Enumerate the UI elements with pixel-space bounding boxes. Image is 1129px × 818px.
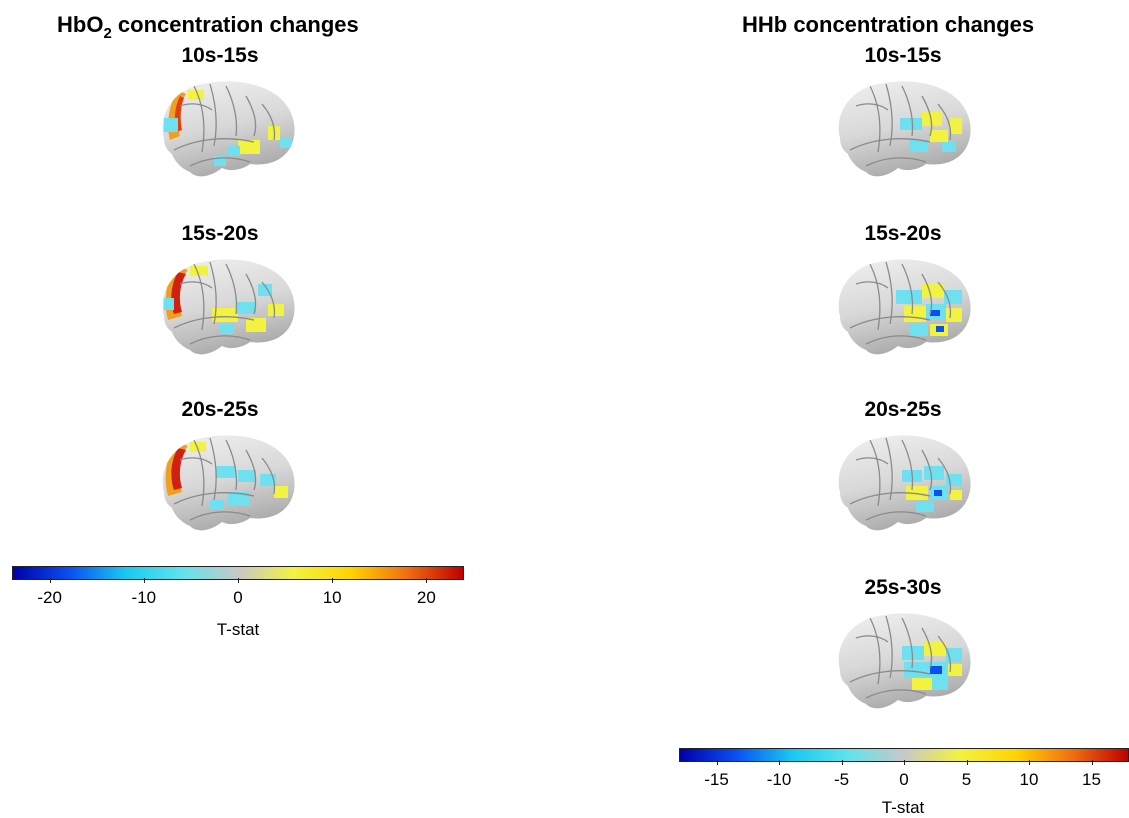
right-panel-label-2: 15s-20s — [864, 222, 942, 245]
left-colorbar-tickmark — [49, 578, 51, 583]
left-colorbar-tickmark — [426, 578, 428, 583]
right-colorbar-tickmark — [841, 760, 843, 765]
right-colorbar-tick: 15 — [1082, 770, 1101, 789]
right-colorbar-ticks: -15 -10 -5 0 5 10 15 — [679, 760, 1129, 790]
right-brain-4 — [838, 613, 971, 709]
left-panel-label-1: 10s-15s — [181, 44, 259, 67]
right-colorbar-tickmark — [904, 760, 905, 765]
right-colorbar-label: T-stat — [881, 798, 925, 817]
right-colorbar-tickmark — [1091, 760, 1093, 765]
left-colorbar-label: T-stat — [216, 620, 260, 639]
right-colorbar-tickmark — [1029, 760, 1030, 765]
right-colorbar-tick: 5 — [961, 770, 972, 789]
left-panel-label-2: 15s-20s — [181, 222, 259, 245]
right-brain-2 — [838, 259, 971, 355]
right-colorbar-tickmark — [716, 760, 718, 765]
left-colorbar-tickmark — [238, 578, 239, 583]
right-column-title: HHb concentration changes — [742, 12, 1035, 37]
right-colorbar-tick: 0 — [899, 770, 909, 789]
left-brain-2 — [162, 259, 295, 355]
right-colorbar-tickmark — [966, 760, 968, 765]
right-panel-label-4: 25s-30s — [864, 576, 942, 599]
left-colorbar-tick: 20 — [416, 588, 436, 607]
left-column-title: HbO2 concentration changes — [57, 12, 359, 42]
left-colorbar-tickmark — [143, 578, 145, 583]
left-brain-3 — [162, 435, 295, 531]
left-colorbar-tick: 10 — [322, 588, 342, 607]
left-colorbar-tick: 0 — [233, 588, 243, 607]
left-colorbar-tick: -20 — [37, 588, 62, 607]
right-panel-label-3: 20s-25s — [864, 398, 942, 421]
left-colorbar-ticks: -20 -10 0 10 20 — [12, 578, 464, 608]
left-panel-label-3: 20s-25s — [181, 398, 259, 421]
left-colorbar-tickmark — [332, 578, 334, 583]
right-colorbar-tick: 10 — [1019, 770, 1039, 789]
left-brain-1 — [162, 81, 295, 177]
right-brain-3 — [838, 435, 971, 531]
right-colorbar-tick: -5 — [833, 770, 850, 789]
right-colorbar-tick: -10 — [766, 770, 792, 789]
right-colorbar-tickmark — [779, 760, 780, 765]
right-brain-1 — [838, 81, 971, 177]
right-colorbar-tick: -15 — [704, 770, 729, 789]
left-colorbar-tick: -10 — [131, 588, 157, 607]
right-panel-label-1: 10s-15s — [864, 44, 942, 67]
